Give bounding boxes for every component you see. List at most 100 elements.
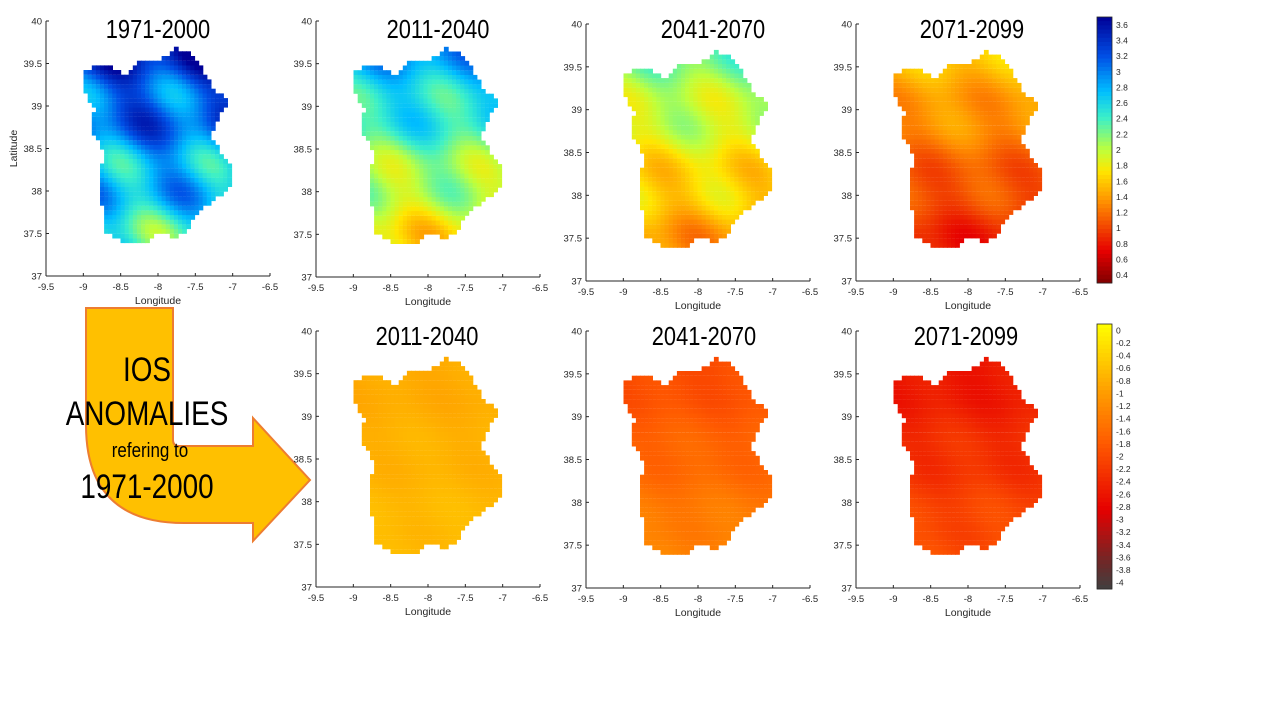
scatter-point — [480, 164, 486, 169]
scatter-point — [693, 224, 699, 229]
scatter-point — [988, 106, 993, 112]
scatter-point — [676, 101, 682, 107]
scatter-point — [480, 117, 486, 122]
scatter-point — [374, 79, 379, 85]
scatter-point — [145, 74, 150, 80]
scatter-point — [652, 167, 658, 173]
scatter-point — [971, 200, 977, 206]
scatter-point — [905, 68, 911, 74]
scatter-point — [681, 139, 686, 145]
scatter-point — [132, 88, 138, 94]
scatter-point — [668, 134, 674, 140]
scatter-point — [1008, 92, 1014, 98]
x-tick-label: -9 — [79, 282, 87, 293]
scatter-point — [996, 144, 1001, 149]
scatter-point — [705, 68, 711, 74]
scatter-point — [992, 186, 997, 192]
scatter-point — [709, 214, 715, 220]
scatter-point — [722, 214, 727, 220]
scatter-point — [992, 219, 997, 225]
scatter-point — [660, 205, 666, 211]
scatter-point — [145, 144, 150, 150]
scatter-point — [194, 70, 200, 75]
scatter-point — [173, 191, 179, 197]
scatter-point — [394, 516, 400, 522]
scatter-point — [402, 103, 408, 108]
scatter-point — [464, 187, 470, 193]
scatter-point — [108, 186, 113, 192]
scatter-point — [431, 150, 437, 155]
scatter-point — [472, 483, 478, 489]
scatter-point — [378, 173, 383, 179]
scatter-point — [427, 525, 433, 531]
scatter-point — [746, 130, 752, 135]
scatter-point — [108, 130, 113, 136]
scatter-point — [411, 516, 416, 522]
scatter-point — [398, 135, 404, 141]
scatter-point — [190, 130, 196, 136]
scatter-point — [423, 497, 429, 503]
scatter-point — [382, 131, 388, 136]
scatter-point — [705, 134, 711, 140]
scatter-point — [431, 464, 437, 470]
scatter-point — [132, 116, 138, 122]
scatter-point — [468, 469, 474, 475]
scatter-point — [648, 177, 653, 182]
scatter-point — [423, 483, 429, 489]
scatter-point — [901, 125, 907, 131]
scatter-point — [145, 163, 150, 169]
scatter-point — [202, 135, 208, 141]
scatter-point — [996, 130, 1001, 135]
scatter-point — [398, 211, 404, 216]
scatter-point — [161, 79, 167, 85]
scatter-point — [681, 106, 686, 112]
scatter-point — [431, 215, 437, 221]
scatter-point — [112, 121, 118, 127]
scatter-point — [672, 172, 678, 178]
scatter-point — [443, 121, 449, 127]
scatter-point — [955, 87, 960, 93]
scatter-point — [914, 219, 919, 225]
scatter-point — [705, 210, 711, 215]
scatter-point — [971, 172, 977, 178]
scatter-point — [141, 172, 146, 178]
scatter-point — [423, 173, 429, 179]
scatter-point — [112, 224, 118, 230]
scatter-point — [676, 191, 682, 196]
scatter-point — [742, 148, 748, 154]
scatter-point — [938, 153, 944, 159]
scatter-point — [1008, 78, 1014, 83]
scatter-point — [423, 154, 429, 160]
scatter-point — [390, 168, 396, 174]
scatter-point — [149, 135, 155, 141]
scatter-point — [186, 74, 191, 80]
scatter-point — [415, 107, 420, 113]
scatter-point — [1012, 205, 1018, 211]
scatter-point — [443, 215, 449, 221]
scatter-point — [423, 220, 429, 226]
scatter-point — [689, 73, 695, 79]
scatter-point — [681, 205, 686, 211]
scatter-point — [644, 167, 649, 173]
scatter-point — [108, 144, 113, 150]
scatter-point — [124, 177, 130, 183]
scatter-point — [489, 469, 494, 475]
scatter-point — [918, 153, 923, 159]
x-tick-label: -7 — [1038, 287, 1046, 298]
scatter-point — [169, 144, 175, 150]
scatter-point — [959, 181, 965, 187]
scatter-point — [938, 82, 944, 88]
scatter-point — [1029, 111, 1034, 116]
scatter-point — [988, 210, 993, 215]
scatter-point — [1016, 172, 1022, 178]
scatter-point — [955, 101, 960, 107]
scatter-point — [439, 539, 445, 545]
scatter-point — [468, 150, 474, 155]
scatter-point — [971, 163, 977, 168]
scatter-point — [652, 120, 658, 126]
scatter-point — [942, 97, 948, 102]
scatter-point — [938, 115, 944, 121]
scatter-point — [734, 97, 740, 102]
scatter-point — [448, 206, 453, 212]
scatter-point — [186, 215, 191, 220]
